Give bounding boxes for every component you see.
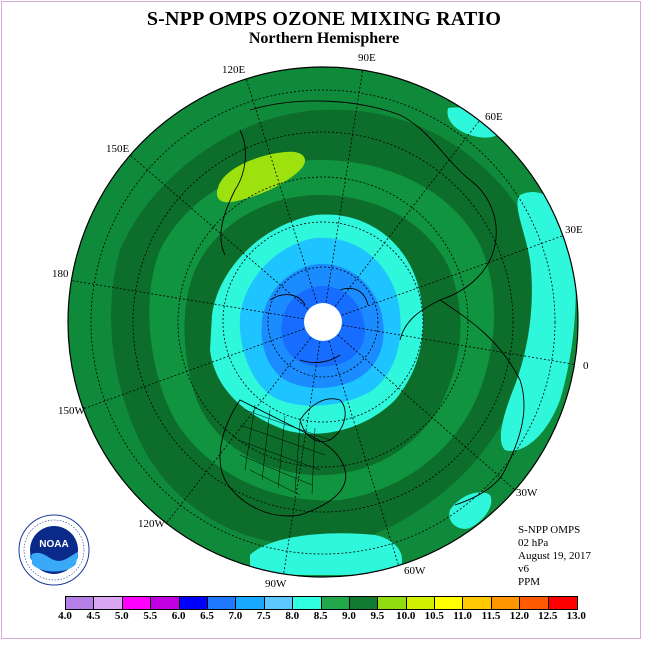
- colorbar-tick-label: 11.0: [453, 610, 472, 622]
- lon-label-30w: 30W: [516, 487, 538, 499]
- lon-label-120w: 120W: [138, 518, 165, 530]
- cyan-patch-east: [500, 192, 576, 451]
- lime-spot: [216, 151, 305, 203]
- colorbar-tick-label: 5.0: [114, 610, 129, 622]
- info-block: S-NPP OMPS 02 hPa August 19, 2017 v6 PPM: [518, 524, 591, 589]
- colorbar-swatch: [122, 597, 152, 609]
- colorbar-swatch: [548, 597, 578, 609]
- colorbar-tick-label: 9.0: [342, 610, 356, 622]
- colorbar-tick-label: 4.5: [86, 610, 101, 622]
- noaa-logo-text: NOAA: [39, 539, 68, 550]
- colorbar-tick-label: 5.5: [143, 610, 158, 622]
- colorbar-swatch: [264, 597, 294, 609]
- colorbar: [65, 596, 579, 610]
- colorbar-swatch: [520, 597, 549, 609]
- noaa-logo: NOAA: [18, 514, 90, 586]
- lon-label-180: 180: [52, 268, 69, 280]
- map-border: [67, 66, 579, 578]
- pole-missing-data: [304, 303, 342, 341]
- map-title: S-NPP OMPS OZONE MIXING RATIO: [146, 8, 502, 30]
- colorbar-tick-label: 11.5: [481, 610, 501, 622]
- cyan-patch-se: [449, 492, 492, 529]
- lon-label-150w: 150W: [58, 405, 85, 417]
- colorbar-tick-label: 13.0: [566, 610, 586, 622]
- colorbar-tick-label: 10.5: [424, 610, 444, 622]
- colorbar-swatch: [293, 597, 322, 609]
- colorbar-swatch: [349, 597, 379, 609]
- coast-arctic-islands: [269, 287, 369, 363]
- colorbar-swatch: [151, 597, 180, 609]
- lon-label-90e: 90E: [358, 52, 376, 64]
- colorbar-tick-label: 12.5: [538, 610, 558, 622]
- colorbar-tick-label: 4.0: [58, 610, 72, 622]
- cyan-patch-ne: [447, 107, 501, 138]
- lon-label-0: 0: [583, 360, 589, 372]
- lon-label-60e: 60E: [485, 111, 503, 123]
- colorbar-tick-label: 7.5: [256, 610, 271, 622]
- info-instrument: S-NPP OMPS: [518, 524, 581, 536]
- coast-africa-europe: [439, 299, 525, 506]
- colorbar-swatch: [321, 597, 350, 609]
- colorbar-tick-label: 8.5: [313, 610, 328, 622]
- colorbar-tick-label: 12.0: [509, 610, 530, 622]
- map-subtitle: Northern Hemisphere: [248, 30, 400, 47]
- colorbar-tick-label: 6.5: [200, 610, 214, 622]
- info-level: 02 hPa: [518, 537, 549, 549]
- colorbar-swatch: [378, 597, 407, 609]
- coast-greenland: [299, 398, 346, 442]
- colorbar-swatch: [435, 597, 464, 609]
- colorbar-tick-label: 9.5: [370, 610, 385, 622]
- lon-label-30e: 30E: [565, 224, 583, 236]
- coast-east-asia: [220, 129, 246, 256]
- colorbar-swatch: [66, 597, 95, 609]
- info-date: August 19, 2017: [518, 550, 592, 562]
- colorbar-swatch: [207, 597, 237, 609]
- lon-label-90w: 90W: [265, 578, 287, 590]
- colorbar-swatch: [236, 597, 265, 609]
- colorbar-swatch: [491, 597, 521, 609]
- colorbar-tick-label: 7.0: [228, 610, 243, 622]
- colorbar-swatch: [94, 597, 123, 609]
- colorbar-tick-label: 10.0: [396, 610, 416, 622]
- colorbar-tick-label: 6.0: [171, 610, 186, 622]
- colorbar-swatch: [406, 597, 436, 609]
- colorbar-swatch: [463, 597, 492, 609]
- colorbar-ticks: 4.0 4.5 5.0 5.5 6.0 6.5 7.0 7.5 8.0 8.5 9.0 9.5 10.0…: [58, 610, 586, 624]
- lon-label-60w: 60W: [404, 565, 426, 577]
- colorbar-swatch: [179, 597, 208, 609]
- info-units: PPM: [518, 576, 541, 588]
- colorbar-tick-label: 8.0: [285, 610, 300, 622]
- lon-label-120e: 120E: [222, 64, 246, 76]
- info-version: v6: [518, 563, 529, 575]
- lon-label-150e: 150E: [106, 143, 130, 155]
- figure-frame: [1, 1, 641, 639]
